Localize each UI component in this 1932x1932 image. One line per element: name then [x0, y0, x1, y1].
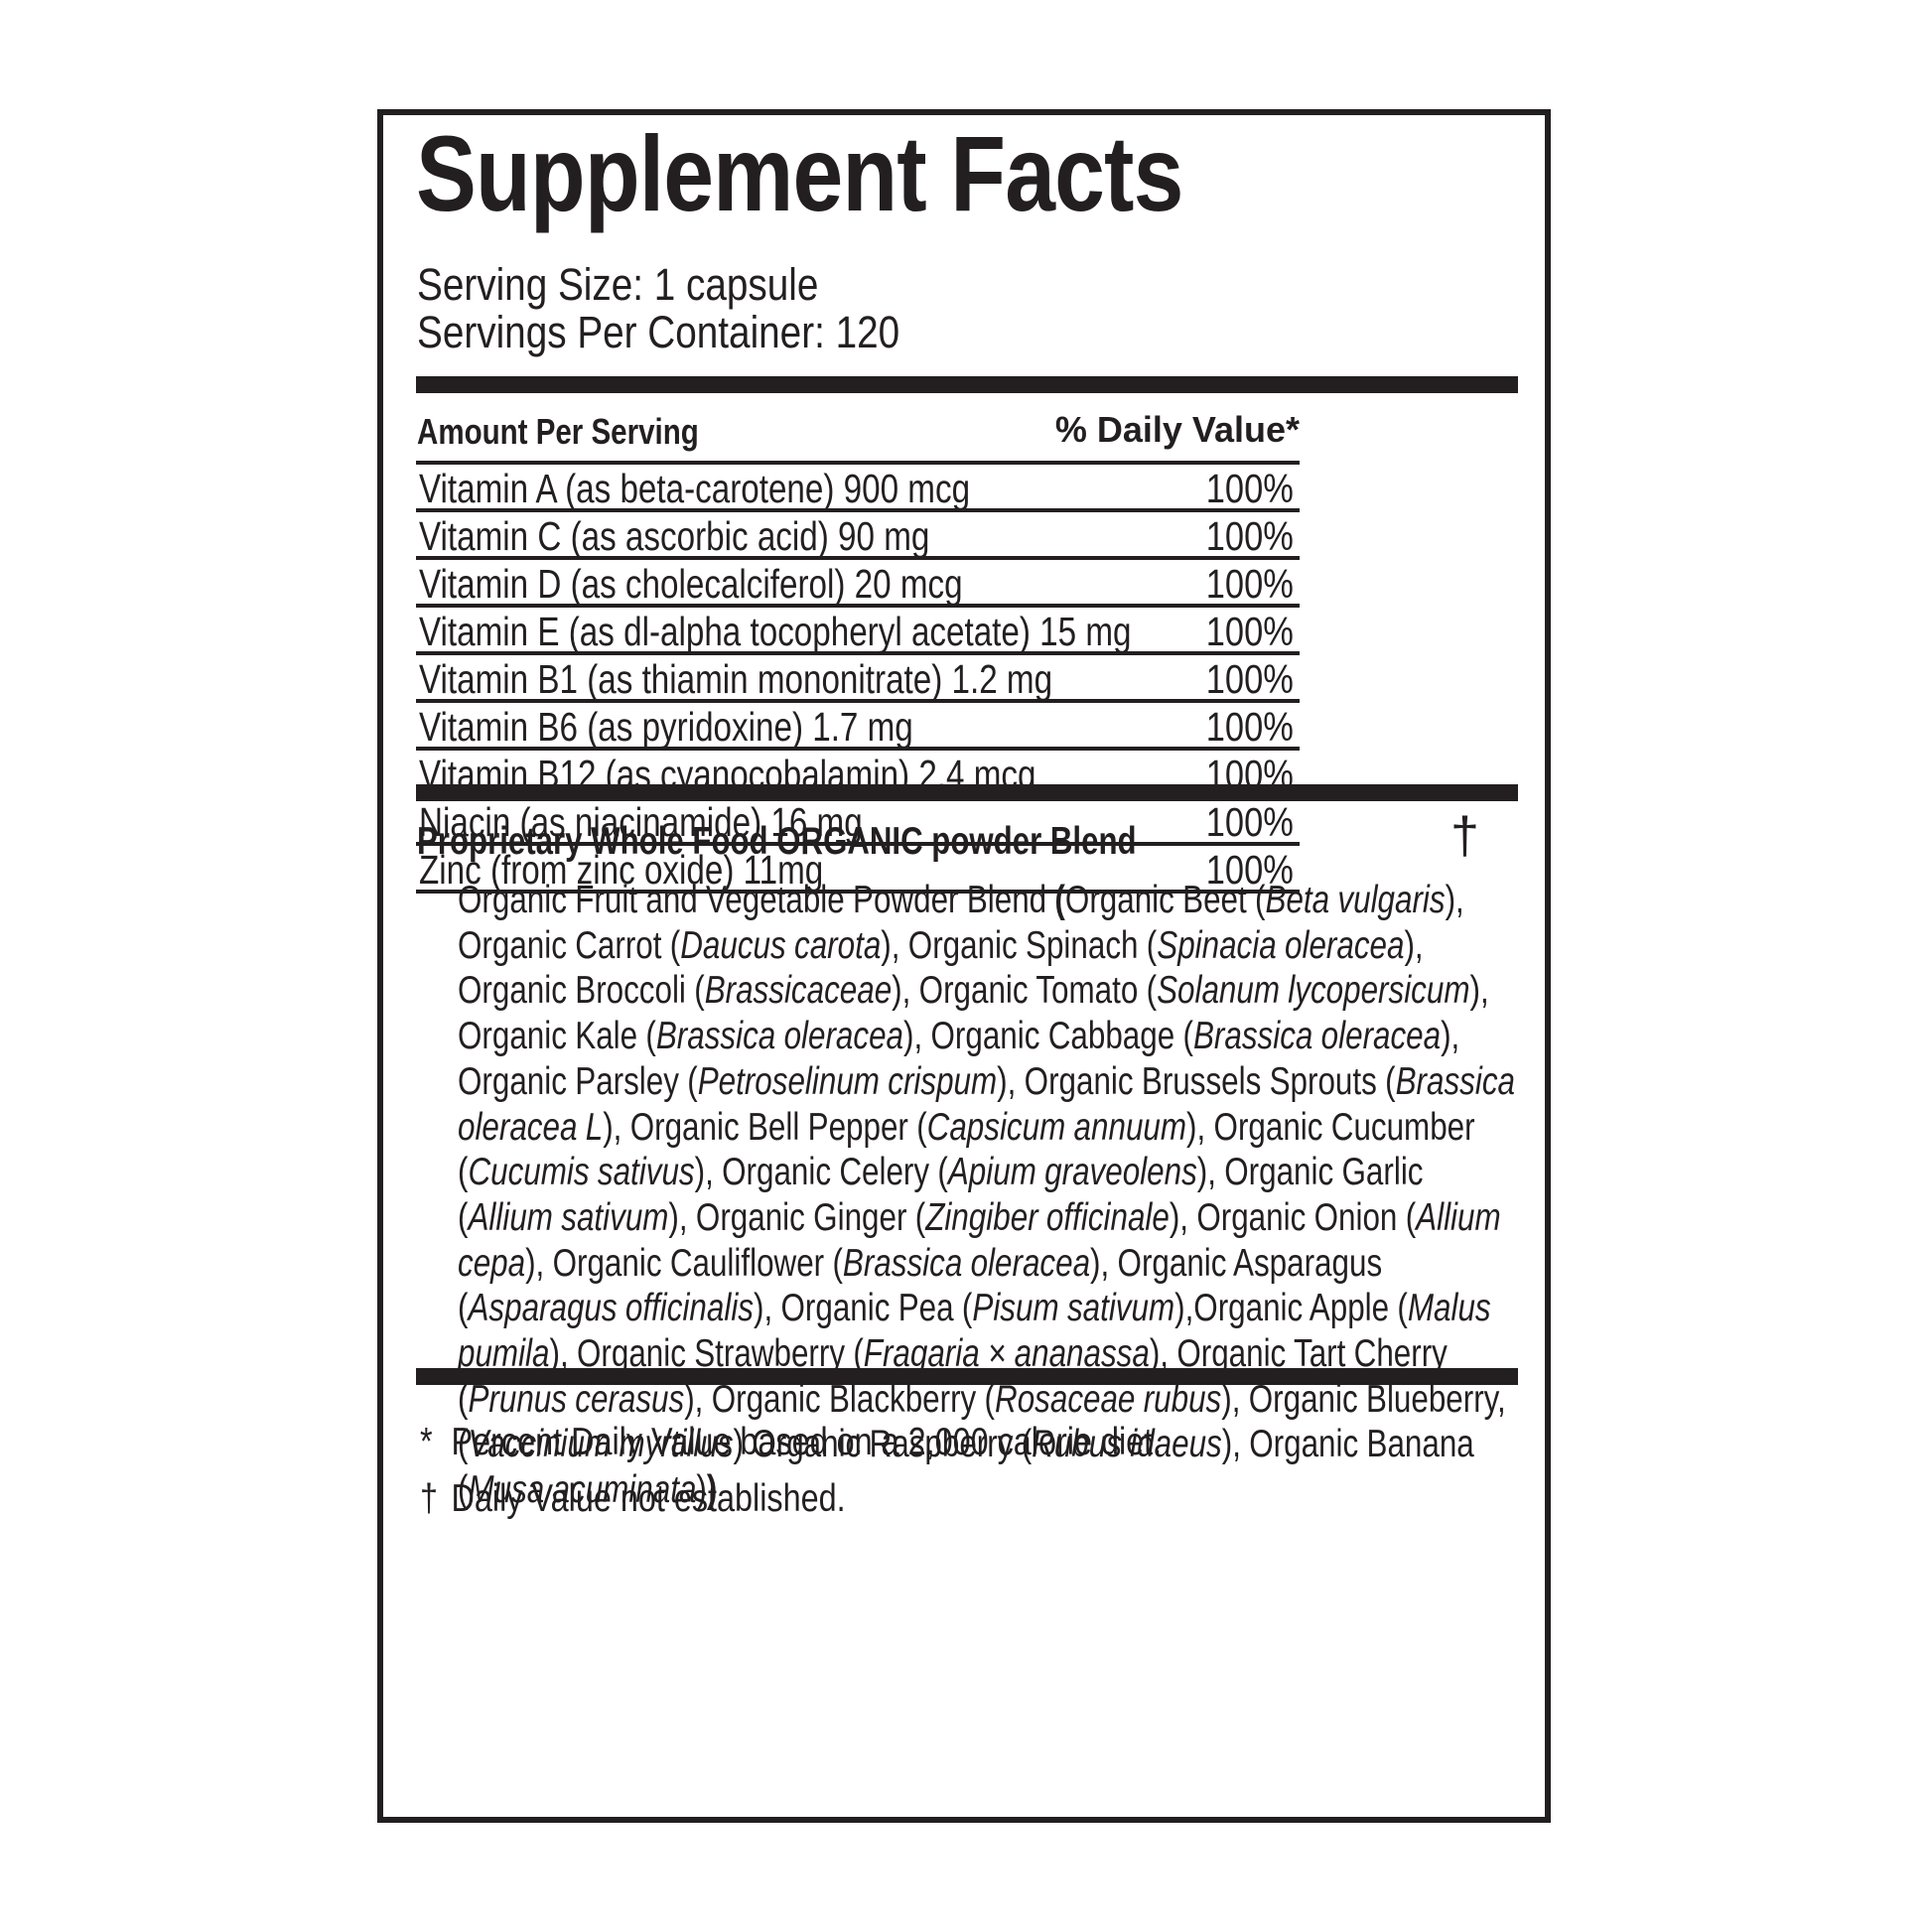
- nutrient-daily-value-text: 100%: [1205, 513, 1294, 559]
- nutrient-name: Niacin (as niacinamide) 16 mg: [419, 802, 966, 843]
- daily-value-header: % Daily Value*: [1054, 409, 1300, 450]
- row-separator: [416, 651, 1300, 655]
- proprietary-blend-ingredients-text: Organic Fruit and Vegetable Powder Blend…: [458, 879, 1515, 1512]
- table-row: Vitamin E (as dl-alpha tocopheryl acetat…: [416, 610, 1300, 657]
- nutrient-name-text: Vitamin D (as cholecalciferol) 20 mcg: [419, 561, 963, 607]
- nutrient-daily-value: 100%: [1189, 564, 1294, 605]
- row-separator: [416, 508, 1300, 512]
- nutrient-name-text: Vitamin B1 (as thiamin mononitrate) 1.2 …: [419, 656, 1053, 702]
- nutrient-name-text: Niacin (as niacinamide) 16 mg: [419, 799, 863, 845]
- nutrient-name-text: Vitamin C (as ascorbic acid) 90 mg: [419, 513, 930, 559]
- nutrient-daily-value-text: 100%: [1205, 561, 1294, 607]
- nutrient-daily-value: 100%: [1189, 612, 1294, 652]
- footnote-daily-value: * Percent Daily Value based on a 2,000 ca…: [420, 1423, 1313, 1461]
- footnote-marker: †: [420, 1477, 439, 1520]
- nutrient-daily-value-text: 100%: [1205, 704, 1294, 750]
- nutrient-name: Vitamin A (as beta-carotene) 900 mcg: [419, 469, 1099, 509]
- nutrient-name: Vitamin D (as cholecalciferol) 20 mcg: [419, 564, 1090, 605]
- footnote-dagger-text: † Daily Value not established.: [420, 1477, 846, 1520]
- table-row: Vitamin B6 (as pyridoxine) 1.7 mg 100%: [416, 705, 1300, 753]
- nutrient-name-text: Vitamin A (as beta-carotene) 900 mcg: [419, 466, 971, 511]
- nutrient-daily-value: 100%: [1189, 469, 1294, 509]
- table-row: Vitamin B1 (as thiamin mononitrate) 1.2 …: [416, 657, 1300, 705]
- footnote-marker: *: [420, 1421, 433, 1463]
- nutrient-daily-value-text: 100%: [1205, 847, 1294, 893]
- table-row: Vitamin D (as cholecalciferol) 20 mcg 100…: [416, 562, 1300, 610]
- amount-per-serving-header: Amount Per Serving: [417, 411, 760, 453]
- supplement-facts-inner: Supplement Facts Serving Size: 1 capsule…: [416, 115, 1518, 1817]
- servings-per-container-text: Servings Per Container: 120: [417, 307, 900, 357]
- amount-per-serving-text: Amount Per Serving: [417, 411, 699, 452]
- rule-thick-top: [416, 376, 1518, 393]
- row-separator: [416, 842, 1300, 846]
- footnote-dagger: † Daily Value not established.: [420, 1479, 932, 1518]
- table-row: Vitamin A (as beta-carotene) 900 mcg 100%: [416, 467, 1300, 514]
- footnote-daily-value-text: * Percent Daily Value based on a 2,000 ca…: [420, 1421, 1163, 1463]
- nutrient-daily-value: 100%: [1189, 850, 1294, 891]
- page-title-text: Supplement Facts: [416, 113, 1183, 233]
- nutrient-daily-value: 100%: [1189, 802, 1294, 843]
- row-separator: [416, 604, 1300, 608]
- nutrient-daily-value: 100%: [1189, 707, 1294, 748]
- proprietary-blend-header: Proprietary Whole Food ORGANIC powder Bl…: [417, 820, 1316, 864]
- row-separator: [416, 747, 1300, 751]
- proprietary-blend-header-text: Proprietary Whole Food ORGANIC powder Bl…: [417, 820, 1137, 863]
- nutrient-daily-value-text: 100%: [1205, 609, 1294, 654]
- supplement-facts-panel: Supplement Facts Serving Size: 1 capsule…: [377, 109, 1551, 1823]
- row-separator: [416, 556, 1300, 560]
- nutrient-daily-value-text: 100%: [1205, 799, 1294, 845]
- dagger-icon: †: [1450, 807, 1479, 865]
- table-row: Niacin (as niacinamide) 16 mg 100%: [416, 800, 1300, 848]
- nutrient-name-text: Vitamin E (as dl-alpha tocopheryl acetat…: [419, 609, 1132, 654]
- row-separator: [416, 890, 1300, 894]
- nutrient-name: Vitamin E (as dl-alpha tocopheryl acetat…: [419, 612, 1299, 652]
- nutrient-name: Vitamin C (as ascorbic acid) 90 mg: [419, 516, 1049, 557]
- serving-size-line: Serving Size: 1 capsule: [417, 262, 884, 307]
- nutrient-name: Vitamin B6 (as pyridoxine) 1.7 mg: [419, 707, 1030, 748]
- nutrient-daily-value-text: 100%: [1205, 656, 1294, 702]
- table-row: Vitamin C (as ascorbic acid) 90 mg 100%: [416, 514, 1300, 562]
- page-title: Supplement Facts: [416, 120, 1323, 227]
- proprietary-blend-ingredients: Organic Fruit and Vegetable Powder Blend…: [458, 878, 1522, 1513]
- nutrient-name: Vitamin B1 (as thiamin mononitrate) 1.2 …: [419, 659, 1201, 700]
- nutrient-daily-value-text: 100%: [1205, 466, 1294, 511]
- servings-per-container-line: Servings Per Container: 120: [417, 310, 978, 354]
- nutrient-name-text: Zinc (from zinc oxide) 11mg: [419, 847, 824, 893]
- serving-size-text: Serving Size: 1 capsule: [417, 259, 819, 310]
- rule-thick-bottom: [416, 1368, 1518, 1385]
- row-separator: [416, 461, 1300, 465]
- row-separator: [416, 699, 1300, 703]
- nutrient-daily-value: 100%: [1189, 659, 1294, 700]
- nutrient-name: Zinc (from zinc oxide) 11mg: [419, 850, 918, 891]
- table-row: Zinc (from zinc oxide) 11mg 100%: [416, 848, 1300, 896]
- nutrient-name-text: Vitamin B6 (as pyridoxine) 1.7 mg: [419, 704, 913, 750]
- rule-thick-middle: [416, 784, 1518, 801]
- nutrient-daily-value: 100%: [1189, 516, 1294, 557]
